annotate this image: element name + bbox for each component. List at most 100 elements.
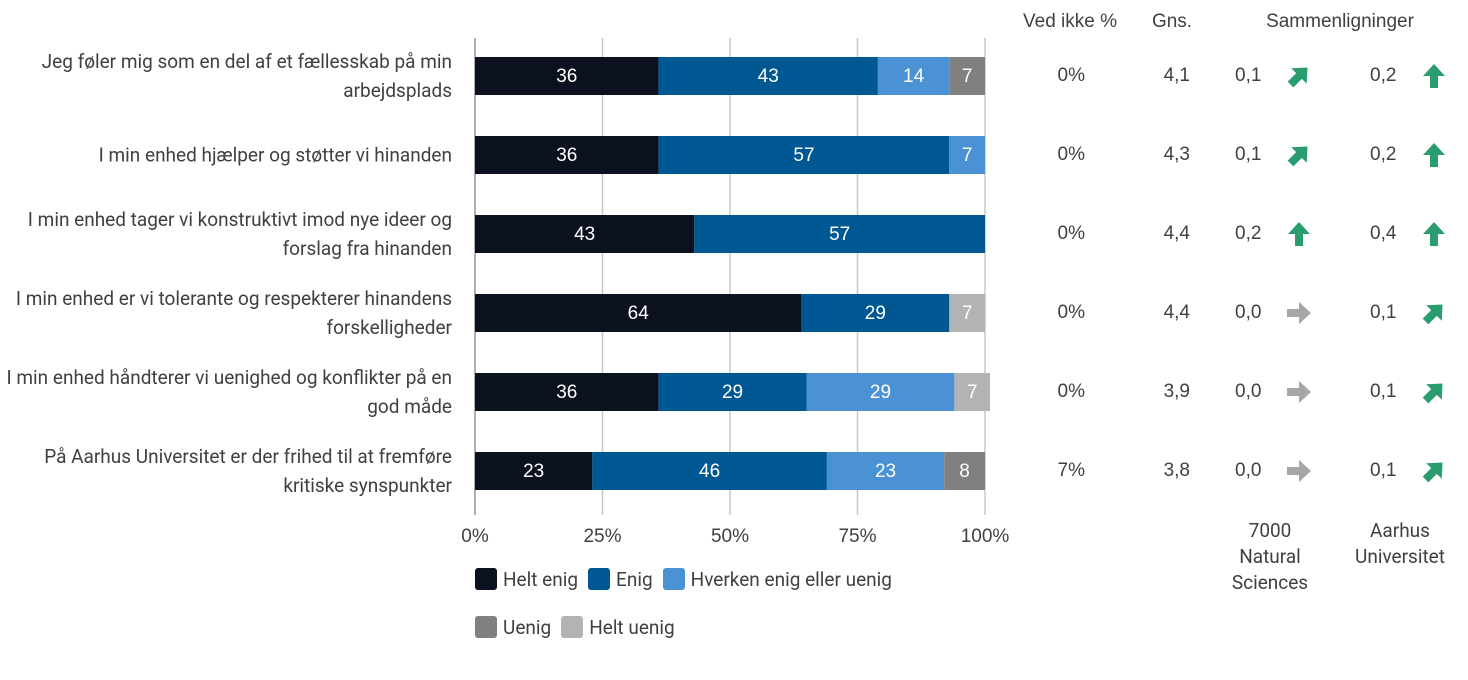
average-value: 4,4 <box>1164 302 1191 323</box>
bar-segment <box>475 452 593 490</box>
x-tick-label: 75% <box>838 526 876 547</box>
legend-item: Uenig <box>475 610 551 644</box>
trend-arrow <box>1422 462 1443 483</box>
bar-segment <box>944 452 985 490</box>
data-label: 43 <box>574 224 595 245</box>
data-label: 23 <box>875 461 896 482</box>
x-tick-label: 25% <box>583 526 621 547</box>
bar-segment <box>475 215 695 253</box>
dont-know-value: 7% <box>1058 460 1086 481</box>
legend: Helt enig Enig Hverken enig eller uenig Uen… <box>475 562 895 644</box>
legend-swatch <box>475 568 497 590</box>
data-label: 36 <box>556 66 577 87</box>
data-label: 36 <box>556 382 577 403</box>
bar-segment <box>475 373 659 411</box>
legend-swatch <box>588 568 611 590</box>
data-label: 43 <box>758 66 779 87</box>
data-label: 57 <box>829 224 850 245</box>
average-value: 4,3 <box>1164 144 1190 165</box>
trend-arrow <box>1423 143 1445 167</box>
data-label: 46 <box>699 461 720 482</box>
data-label: 23 <box>523 461 544 482</box>
legend-item: Helt enig <box>475 562 578 596</box>
data-label: 14 <box>903 66 925 87</box>
legend-swatch <box>475 616 497 638</box>
trend-arrow <box>1422 304 1443 325</box>
legend-label: Helt enig <box>503 567 579 591</box>
legend-swatch <box>561 616 584 638</box>
category-label: På Aarhus Universitet er der frihed til … <box>44 445 452 497</box>
trend-arrow <box>1423 222 1445 246</box>
bar-segment <box>806 373 955 411</box>
comparison-value: 0,4 <box>1370 223 1397 244</box>
comparison-value: 0,1 <box>1370 381 1396 402</box>
bar-segment <box>658 136 950 174</box>
trend-arrow <box>1287 381 1311 403</box>
bar-segment <box>694 215 985 253</box>
data-label: 7 <box>962 303 973 324</box>
comparison-value: 0,2 <box>1370 144 1396 165</box>
dont-know-value: 0% <box>1058 144 1086 165</box>
bar-segment <box>877 57 950 95</box>
column-header: Ved ikke % <box>1023 11 1117 32</box>
category-label: I min enhed er vi tolerante og respekter… <box>15 287 452 339</box>
dont-know-value: 0% <box>1058 381 1086 402</box>
data-label: 8 <box>959 461 970 482</box>
bar-segment <box>475 294 802 332</box>
comparison-name: Aarhus Universitet <box>1355 519 1445 568</box>
comparison-value: 0,1 <box>1370 302 1396 323</box>
data-label: 36 <box>556 145 577 166</box>
average-value: 4,1 <box>1164 65 1190 86</box>
bar-segment <box>949 294 985 332</box>
comparison-name: 7000 Natural Sciences <box>1231 519 1309 594</box>
data-label: 57 <box>793 145 814 166</box>
trend-arrow <box>1287 460 1311 482</box>
data-label: 7 <box>967 382 978 403</box>
trend-arrow <box>1287 302 1311 324</box>
comparison-value: 0,1 <box>1235 144 1261 165</box>
data-label: 29 <box>722 382 743 403</box>
bar-segment <box>592 452 827 490</box>
legend-label: Uenig <box>503 615 552 639</box>
bar-segment <box>954 373 991 411</box>
dont-know-value: 0% <box>1058 65 1086 86</box>
average-value: 4,4 <box>1164 223 1191 244</box>
legend-label: Enig <box>616 567 653 591</box>
bar-segment <box>475 57 659 95</box>
average-value: 3,9 <box>1164 381 1190 402</box>
x-tick-label: 50% <box>711 526 749 547</box>
comparison-value: 0,0 <box>1235 381 1261 402</box>
legend-label: Helt uenig <box>589 615 675 639</box>
bar-segment <box>826 452 945 490</box>
legend-item: Hverken enig eller uenig <box>662 562 892 596</box>
bar-segment <box>949 136 985 174</box>
comparison-value: 0,0 <box>1235 302 1261 323</box>
trend-arrow <box>1288 222 1310 246</box>
comparison-value: 0,1 <box>1235 65 1261 86</box>
data-label: 7 <box>962 66 973 87</box>
dont-know-value: 0% <box>1058 223 1086 244</box>
trend-arrow <box>1287 67 1308 88</box>
legend-item: Enig <box>588 562 653 596</box>
bar-segment <box>658 57 878 95</box>
data-label: 29 <box>865 303 886 324</box>
data-label: 29 <box>870 382 891 403</box>
legend-item: Helt uenig <box>561 610 675 644</box>
bar-segment <box>658 373 807 411</box>
bar-segment <box>475 136 659 174</box>
trend-arrow <box>1422 383 1443 404</box>
x-tick-label: 0% <box>461 526 489 547</box>
comparison-value: 0,0 <box>1235 460 1261 481</box>
comparison-value: 0,2 <box>1235 223 1261 244</box>
legend-swatch <box>662 568 685 590</box>
column-header: Sammenligninger <box>1266 11 1415 32</box>
dont-know-value: 0% <box>1058 302 1086 323</box>
category-label: I min enhed håndterer vi uenighed og kon… <box>6 366 452 418</box>
category-label: I min enhed hjælper og støtter vi hinand… <box>98 143 452 167</box>
category-label: Jeg føler mig som en del af et fællesska… <box>41 50 452 102</box>
data-label: 64 <box>628 303 650 324</box>
average-value: 3,8 <box>1164 460 1190 481</box>
comparison-value: 0,2 <box>1370 65 1396 86</box>
